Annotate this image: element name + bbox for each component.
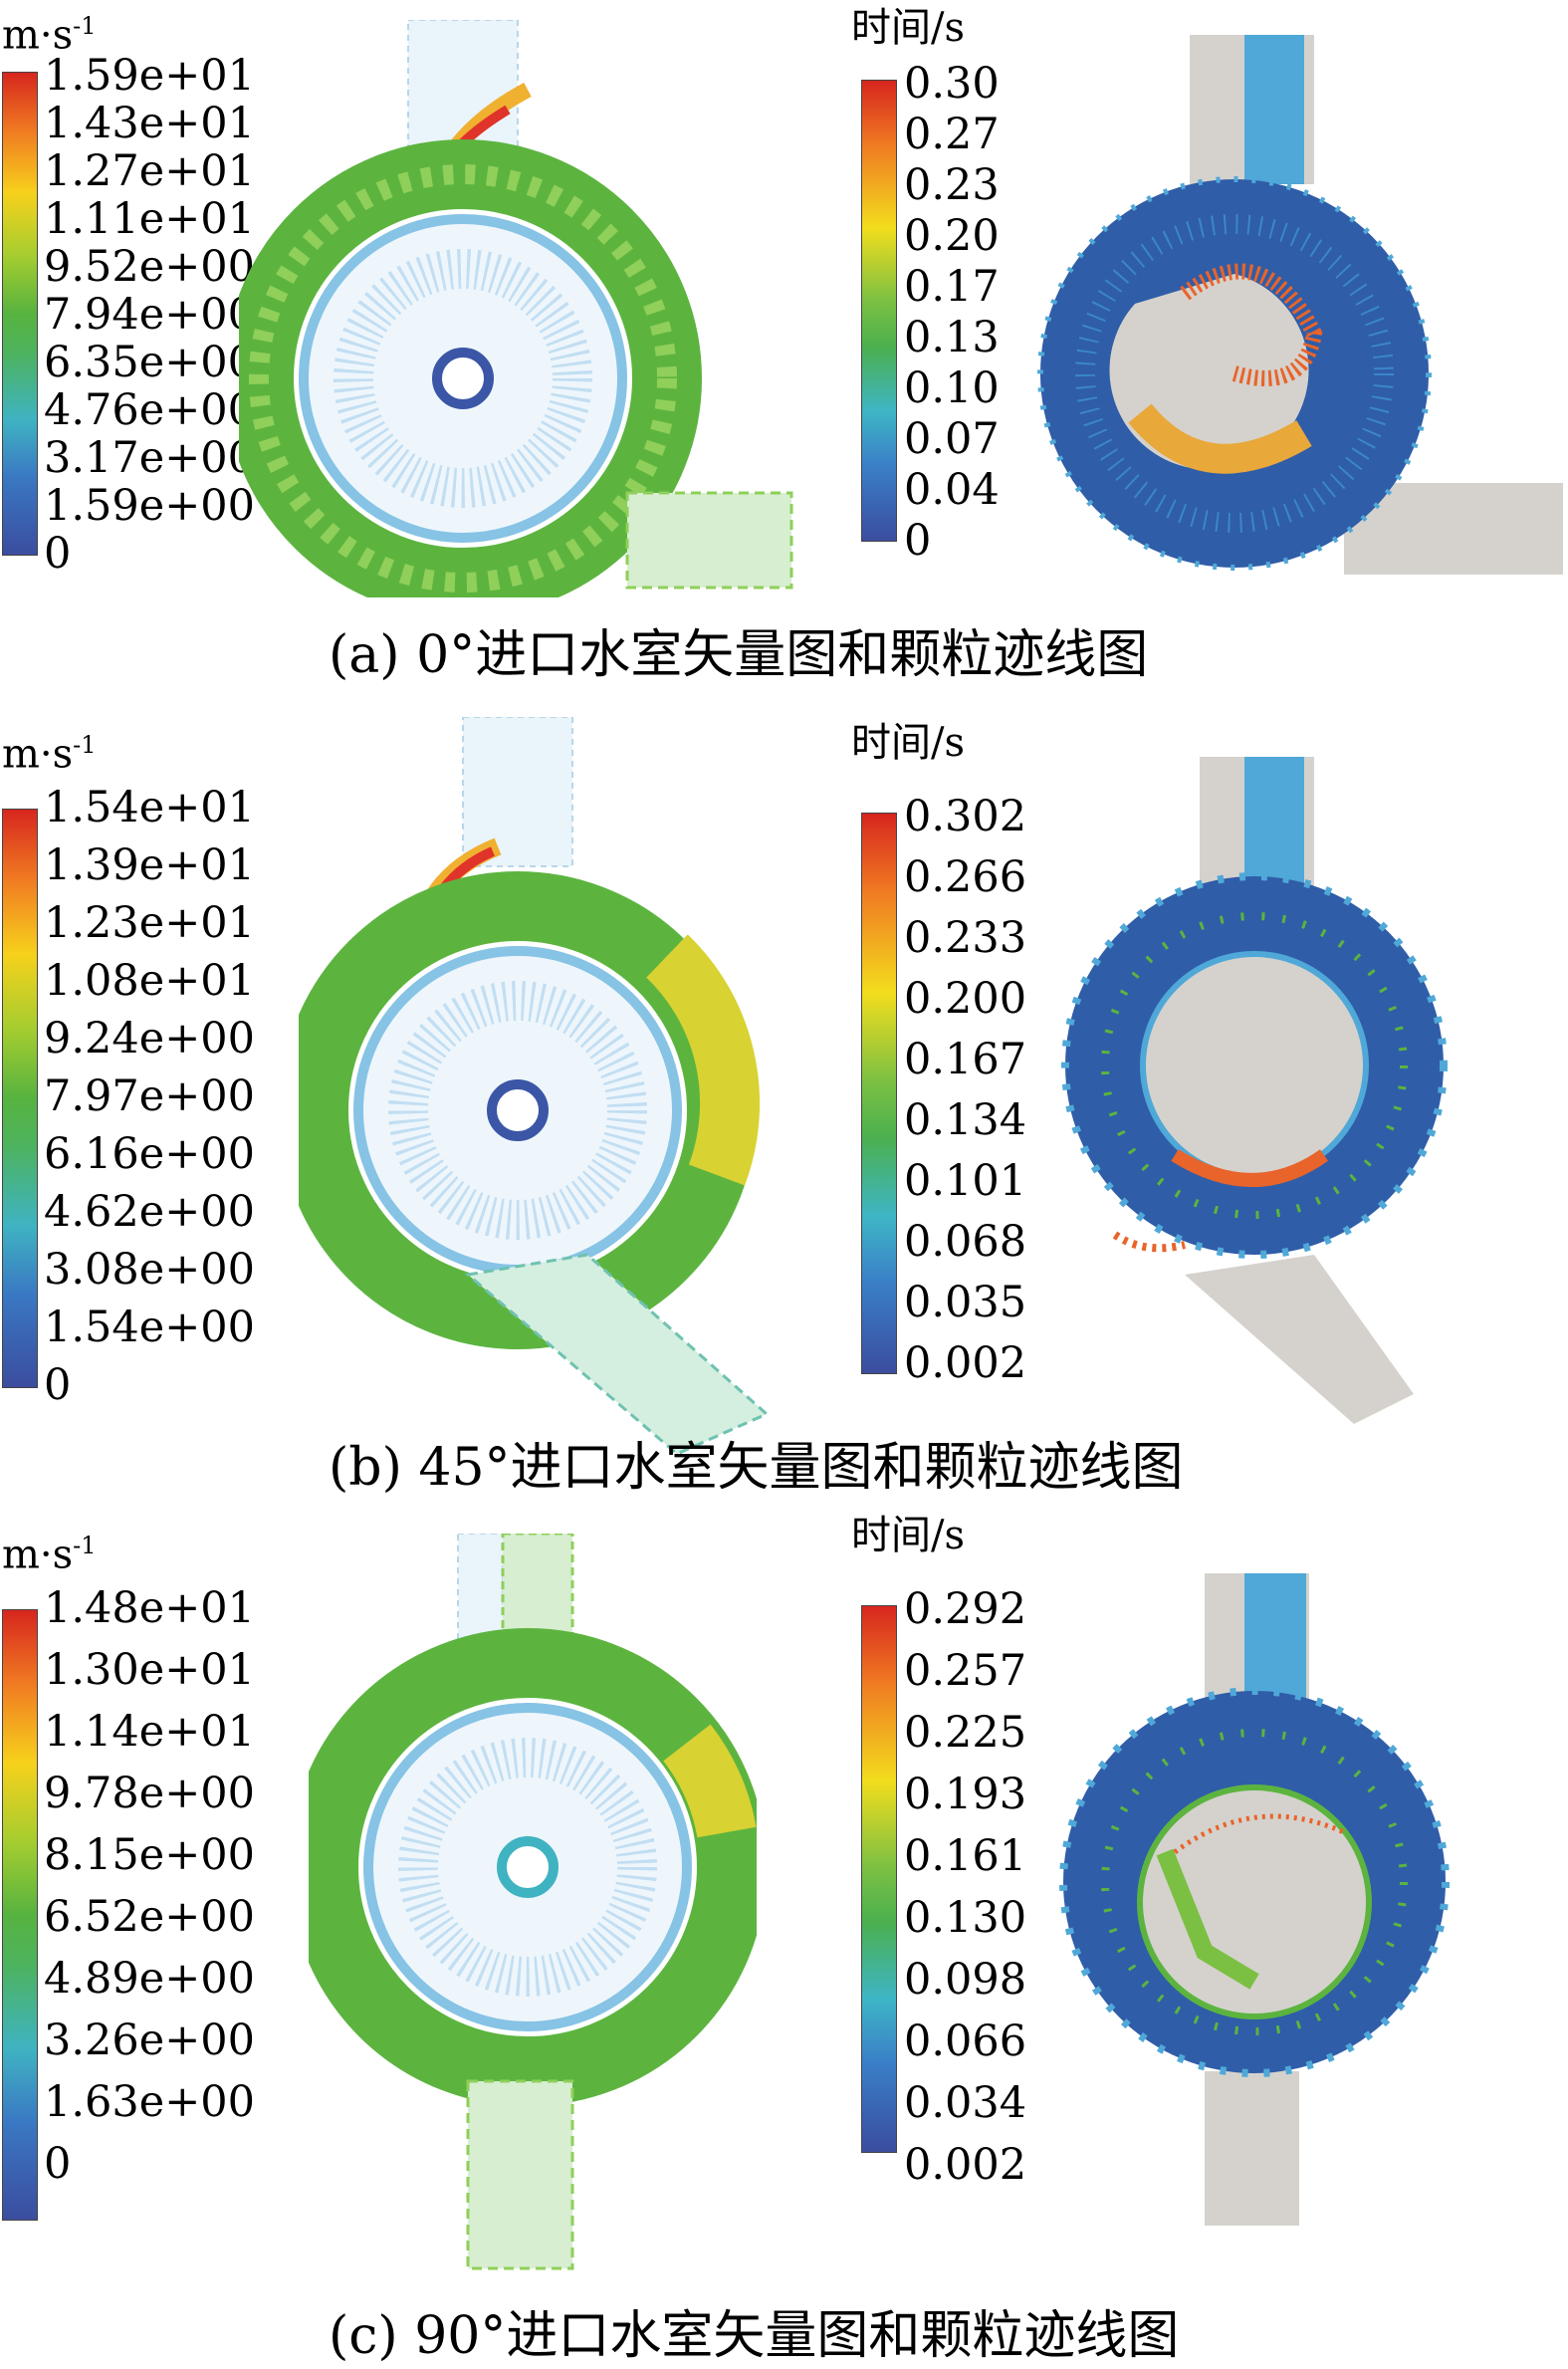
velocity-tick: 0 xyxy=(44,529,72,579)
velocity-tick: 4.62e+00 xyxy=(44,1187,255,1237)
velocity-tick: 6.52e+00 xyxy=(44,1892,255,1942)
caption-b: (b) 45°进口水室矢量图和颗粒迹线图 xyxy=(329,1438,1184,1498)
particle-trajectory-plot-a xyxy=(1035,35,1568,592)
time-tick: 0.101 xyxy=(904,1156,1027,1206)
time-tick: 0.066 xyxy=(904,2016,1027,2066)
velocity-tick: 4.89e+00 xyxy=(44,1954,255,2004)
velocity-unit-b: m·s-1 xyxy=(2,731,97,778)
time-tick: 0.302 xyxy=(904,792,1027,841)
time-tick: 0.200 xyxy=(904,974,1027,1024)
panel-a: m·s-1 1.59e+01 1.43e+01 1.27e+01 1.11e+0… xyxy=(0,0,1568,697)
time-tick: 0.04 xyxy=(904,465,1000,515)
time-tick: 0.20 xyxy=(904,211,1000,261)
velocity-tick: 6.16e+00 xyxy=(44,1129,255,1179)
time-tick: 0.27 xyxy=(904,110,1000,159)
time-tick: 0.225 xyxy=(904,1708,1027,1758)
velocity-tick: 1.30e+01 xyxy=(44,1645,255,1695)
time-tick: 0.292 xyxy=(904,1584,1027,1634)
time-tick: 0.13 xyxy=(904,313,1000,362)
velocity-vector-plot-c xyxy=(309,1534,757,2270)
time-unit-a: 时间/s xyxy=(851,5,966,51)
time-unit-c: 时间/s xyxy=(851,1513,966,1558)
velocity-tick: 9.78e+00 xyxy=(44,1769,255,1818)
time-tick: 0.266 xyxy=(904,852,1027,902)
velocity-colorbar-b xyxy=(2,809,38,1388)
velocity-tick: 1.43e+01 xyxy=(44,99,255,148)
velocity-tick: 7.94e+00 xyxy=(44,290,255,340)
time-tick: 0.002 xyxy=(904,2140,1027,2190)
velocity-tick: 1.59e+00 xyxy=(44,481,255,531)
time-tick: 0.098 xyxy=(904,1955,1027,2005)
particle-trajectory-plot-c xyxy=(1055,1573,1493,2231)
velocity-tick: 1.08e+01 xyxy=(44,956,255,1006)
particle-trajectory-plot-b xyxy=(1055,757,1493,1424)
velocity-tick: 6.35e+00 xyxy=(44,338,255,387)
velocity-tick: 4.76e+00 xyxy=(44,385,255,435)
time-tick: 0.134 xyxy=(904,1095,1027,1145)
time-tick: 0.002 xyxy=(904,1338,1027,1388)
time-tick: 0.035 xyxy=(904,1278,1027,1327)
caption-a: (a) 0°进口水室矢量图和颗粒迹线图 xyxy=(329,625,1149,685)
panel-b: m·s-1 1.54e+01 1.39e+01 1.23e+01 1.08e+0… xyxy=(0,697,1568,1514)
velocity-tick: 3.26e+00 xyxy=(44,2015,255,2065)
velocity-tick: 1.39e+01 xyxy=(44,840,255,890)
time-tick: 0.068 xyxy=(904,1217,1027,1267)
time-tick: 0 xyxy=(904,516,932,566)
time-unit-b: 时间/s xyxy=(851,720,966,766)
velocity-vector-plot-b xyxy=(299,717,777,1454)
velocity-tick: 3.17e+00 xyxy=(44,433,255,483)
velocity-tick: 1.63e+00 xyxy=(44,2077,255,2127)
velocity-colorbar-c xyxy=(2,1609,38,2221)
velocity-tick: 1.14e+01 xyxy=(44,1707,255,1757)
velocity-tick: 1.48e+01 xyxy=(44,1583,255,1633)
time-colorbar-c xyxy=(861,1605,897,2153)
velocity-tick: 1.11e+01 xyxy=(44,194,255,244)
velocity-tick: 1.54e+01 xyxy=(44,783,255,832)
velocity-tick: 9.52e+00 xyxy=(44,242,255,292)
time-tick: 0.257 xyxy=(904,1646,1027,1696)
velocity-colorbar-a xyxy=(2,72,38,556)
velocity-tick: 1.23e+01 xyxy=(44,898,255,948)
time-tick: 0.233 xyxy=(904,913,1027,963)
time-tick: 0.193 xyxy=(904,1770,1027,1819)
time-tick: 0.130 xyxy=(904,1893,1027,1943)
panel-c: m·s-1 1.48e+01 1.30e+01 1.14e+01 9.78e+0… xyxy=(0,1514,1568,2369)
time-tick: 0.10 xyxy=(904,363,1000,413)
time-tick: 0.07 xyxy=(904,414,1000,464)
velocity-tick: 1.59e+01 xyxy=(44,51,255,101)
velocity-unit-a: m·s-1 xyxy=(2,12,97,59)
velocity-vector-plot-a xyxy=(239,20,796,597)
time-colorbar-b xyxy=(861,813,897,1374)
velocity-tick: 0 xyxy=(44,1360,72,1410)
time-tick: 0.17 xyxy=(904,262,1000,312)
velocity-tick: 0 xyxy=(44,2139,72,2189)
caption-c: (c) 90°进口水室矢量图和颗粒迹线图 xyxy=(329,2306,1180,2366)
velocity-tick: 9.24e+00 xyxy=(44,1014,255,1064)
time-tick: 0.23 xyxy=(904,160,1000,210)
time-tick: 0.167 xyxy=(904,1035,1027,1084)
time-tick: 0.034 xyxy=(904,2078,1027,2128)
velocity-tick: 1.27e+01 xyxy=(44,146,255,196)
time-tick: 0.30 xyxy=(904,59,1000,109)
velocity-tick: 8.15e+00 xyxy=(44,1830,255,1880)
velocity-unit-c: m·s-1 xyxy=(2,1532,97,1578)
velocity-tick: 1.54e+00 xyxy=(44,1303,255,1352)
velocity-tick: 3.08e+00 xyxy=(44,1245,255,1295)
time-colorbar-a xyxy=(861,80,897,542)
time-tick: 0.161 xyxy=(904,1831,1027,1881)
velocity-tick: 7.97e+00 xyxy=(44,1071,255,1121)
